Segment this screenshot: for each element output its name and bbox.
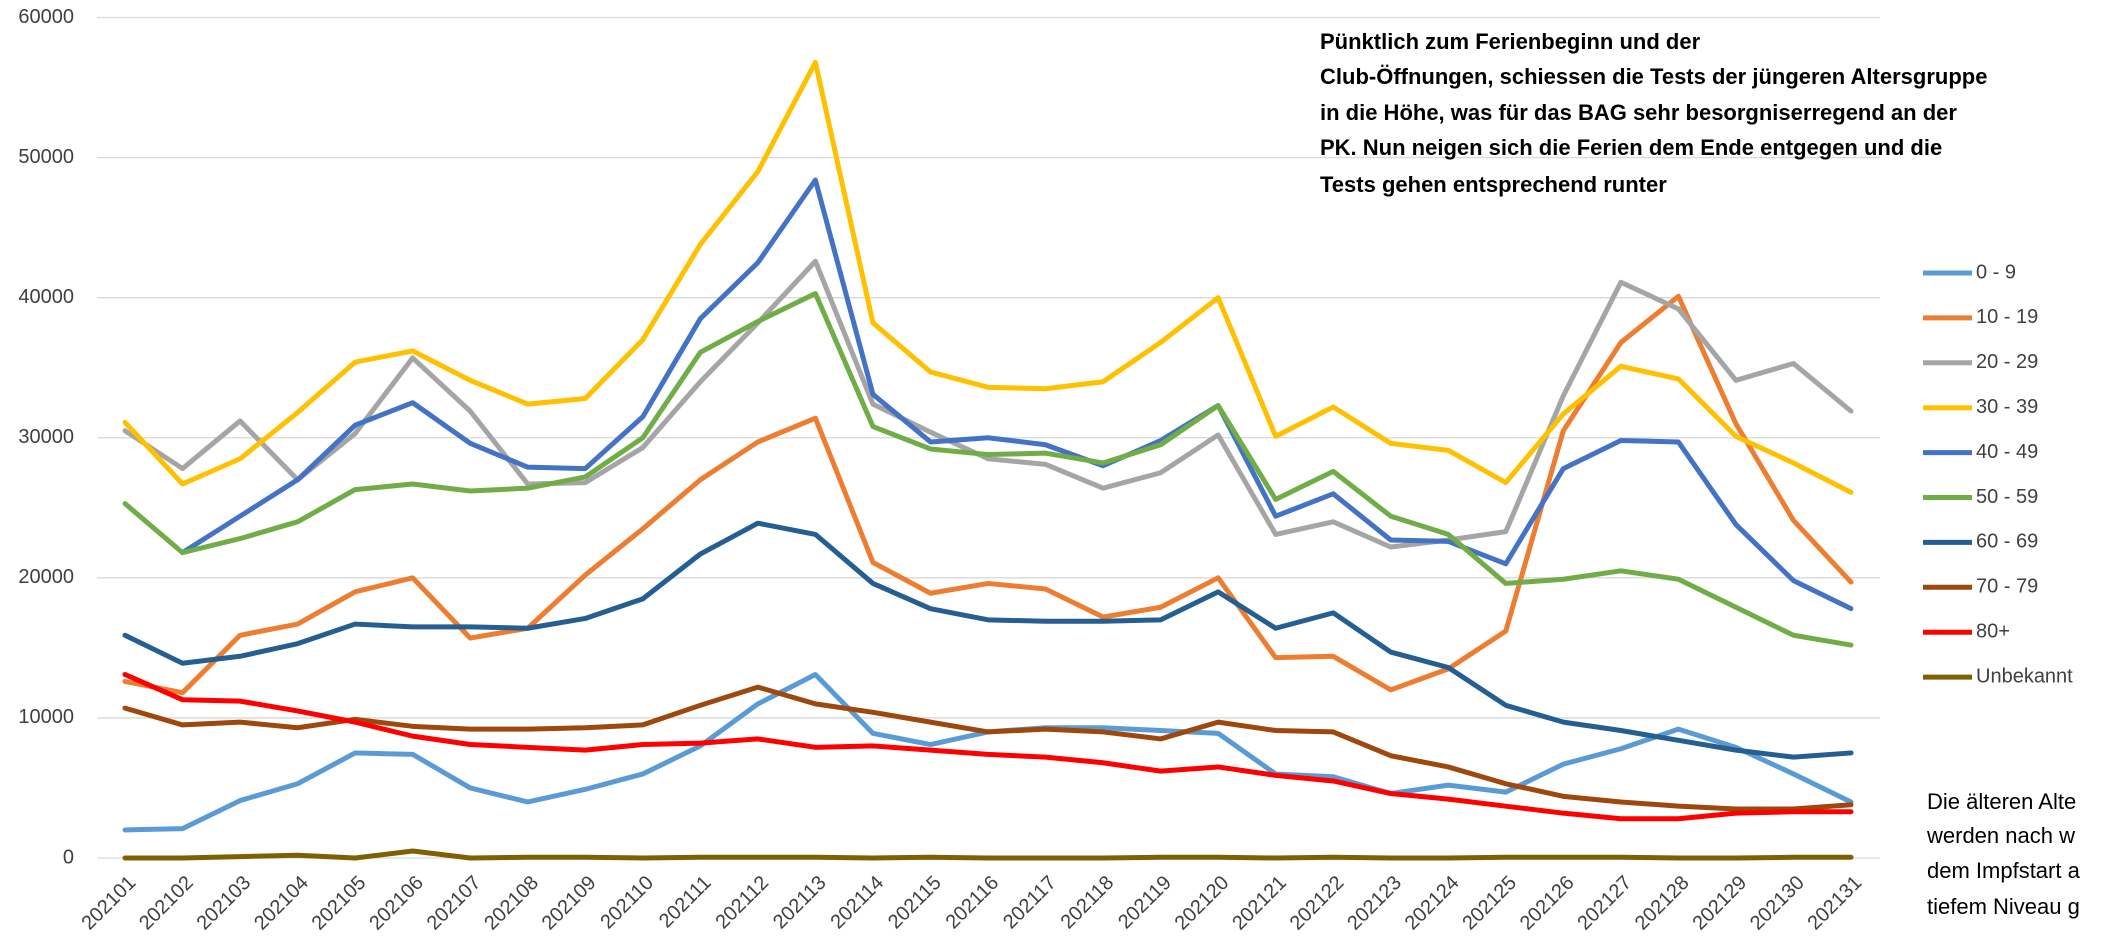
series-line <box>122 59 1854 495</box>
legend-label: Unbekannt <box>1976 665 2073 687</box>
x-tick-label: 202102 <box>135 872 198 935</box>
legend-label: 50 - 59 <box>1976 486 2038 508</box>
x-tick-label: 202122 <box>1286 872 1349 935</box>
series-line <box>122 290 1854 648</box>
annotation-text: in die Höhe, was für das BAG sehr besorg… <box>1320 100 1957 125</box>
x-tick-label: 202115 <box>884 872 946 934</box>
x-tick-label: 202120 <box>1171 872 1234 935</box>
annotation-text: dem Impfstart a <box>1927 858 2081 883</box>
x-tick-label: 202121 <box>1228 872 1291 935</box>
legend-label: 20 - 29 <box>1976 351 2038 373</box>
legend-label: 10 - 19 <box>1976 306 2038 328</box>
x-tick-label: 202116 <box>942 872 1004 934</box>
x-tick-label: 202109 <box>538 872 601 935</box>
x-tick-label: 202119 <box>1114 872 1176 934</box>
x-tick-label: 202106 <box>365 872 428 935</box>
x-tick-label: 202127 <box>1573 872 1636 935</box>
legend-label: 40 - 49 <box>1976 441 2038 463</box>
legend-label: 0 - 9 <box>1976 261 2016 283</box>
x-tick-label: 202128 <box>1631 872 1694 935</box>
legend-label: 60 - 69 <box>1976 531 2038 553</box>
x-tick-label: 202126 <box>1516 872 1579 935</box>
x-tick-label: 202112 <box>711 872 773 934</box>
x-tick-label: 202101 <box>78 872 141 935</box>
y-tick-label: 10000 <box>18 706 74 728</box>
x-tick-label: 202117 <box>999 872 1061 934</box>
y-tick-label: 20000 <box>18 566 74 588</box>
series-line <box>122 848 1854 861</box>
x-tick-label: 202130 <box>1746 872 1809 935</box>
x-tick-label: 202129 <box>1688 872 1751 935</box>
y-tick-label: 0 <box>63 846 74 868</box>
x-tick-label: 202123 <box>1343 872 1406 935</box>
y-tick-label: 50000 <box>18 146 74 168</box>
series-line <box>180 177 1854 612</box>
x-tick-label: 202111 <box>655 872 716 933</box>
x-tick-label: 202125 <box>1458 872 1521 935</box>
series-line <box>122 293 1854 696</box>
annotation-text: tiefem Niveau g <box>1927 894 2080 919</box>
annotation-text: Tests gehen entsprechend runter <box>1320 172 1667 197</box>
legend-label: 70 - 79 <box>1976 576 2038 598</box>
x-tick-label: 202131 <box>1804 872 1867 935</box>
series-line <box>122 684 1854 812</box>
x-tick-label: 202114 <box>826 872 888 934</box>
x-tick-label: 202105 <box>308 872 371 935</box>
y-tick-label: 40000 <box>18 286 74 308</box>
annotation-text: Die älteren Alte <box>1927 789 2076 814</box>
legend-label: 80+ <box>1976 620 2010 642</box>
x-tick-label: 202113 <box>769 872 831 934</box>
x-tick-label: 202118 <box>1057 872 1119 934</box>
x-tick-label: 202124 <box>1401 872 1464 935</box>
annotation-text: PK. Nun neigen sich die Ferien dem Ende … <box>1320 135 1942 160</box>
series-line <box>122 671 1854 822</box>
x-tick-label: 202110 <box>596 872 658 934</box>
x-tick-label: 202108 <box>480 872 543 935</box>
annotation-text: werden nach w <box>1926 823 2075 848</box>
series-line <box>122 520 1854 760</box>
annotation-text: Club-Öffnungen, schiessen die Tests der … <box>1320 64 1987 89</box>
x-tick-label: 202103 <box>193 872 256 935</box>
annotation-text: Pünktlich zum Ferienbeginn und der <box>1320 29 1701 54</box>
y-tick-label: 60000 <box>18 6 74 28</box>
x-tick-label: 202104 <box>250 872 313 935</box>
y-tick-label: 30000 <box>18 426 74 448</box>
series-line <box>122 258 1854 550</box>
x-tick-label: 202107 <box>423 872 486 935</box>
legend-label: 30 - 39 <box>1976 396 2038 418</box>
